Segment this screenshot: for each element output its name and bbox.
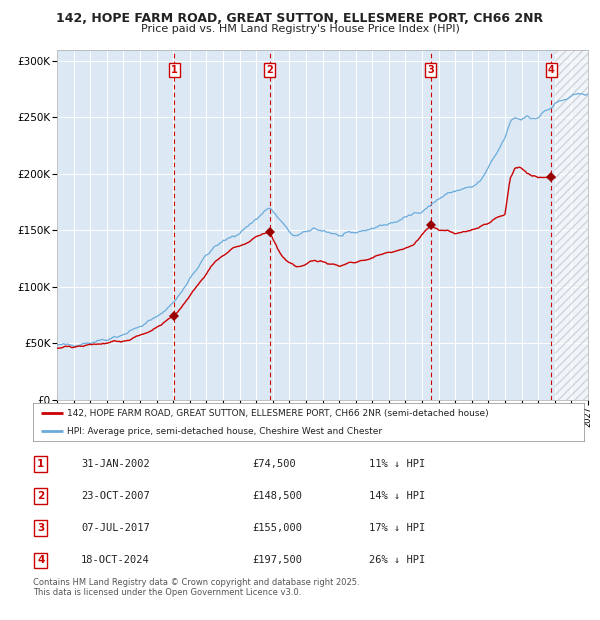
Text: Contains HM Land Registry data © Crown copyright and database right 2025.: Contains HM Land Registry data © Crown c… (33, 578, 359, 587)
Text: 17% ↓ HPI: 17% ↓ HPI (369, 523, 425, 533)
Text: This data is licensed under the Open Government Licence v3.0.: This data is licensed under the Open Gov… (33, 588, 301, 597)
Text: 3: 3 (37, 523, 44, 533)
Text: 4: 4 (548, 65, 555, 75)
Text: 3: 3 (427, 65, 434, 75)
Text: 14% ↓ HPI: 14% ↓ HPI (369, 491, 425, 501)
Text: 1: 1 (171, 65, 178, 75)
Text: 4: 4 (37, 556, 44, 565)
Text: £197,500: £197,500 (252, 556, 302, 565)
Text: 26% ↓ HPI: 26% ↓ HPI (369, 556, 425, 565)
Text: HPI: Average price, semi-detached house, Cheshire West and Chester: HPI: Average price, semi-detached house,… (67, 427, 382, 436)
Text: 23-OCT-2007: 23-OCT-2007 (81, 491, 150, 501)
Text: £74,500: £74,500 (252, 459, 296, 469)
Text: £155,000: £155,000 (252, 523, 302, 533)
Text: 1: 1 (37, 459, 44, 469)
Text: 142, HOPE FARM ROAD, GREAT SUTTON, ELLESMERE PORT, CH66 2NR (semi-detached house: 142, HOPE FARM ROAD, GREAT SUTTON, ELLES… (67, 409, 489, 418)
Text: £148,500: £148,500 (252, 491, 302, 501)
Text: 2: 2 (266, 65, 273, 75)
Text: 142, HOPE FARM ROAD, GREAT SUTTON, ELLESMERE PORT, CH66 2NR: 142, HOPE FARM ROAD, GREAT SUTTON, ELLES… (56, 12, 544, 25)
Text: 18-OCT-2024: 18-OCT-2024 (81, 556, 150, 565)
Text: Price paid vs. HM Land Registry's House Price Index (HPI): Price paid vs. HM Land Registry's House … (140, 24, 460, 33)
Text: 2: 2 (37, 491, 44, 501)
Text: 31-JAN-2002: 31-JAN-2002 (81, 459, 150, 469)
Text: 07-JUL-2017: 07-JUL-2017 (81, 523, 150, 533)
Text: 11% ↓ HPI: 11% ↓ HPI (369, 459, 425, 469)
